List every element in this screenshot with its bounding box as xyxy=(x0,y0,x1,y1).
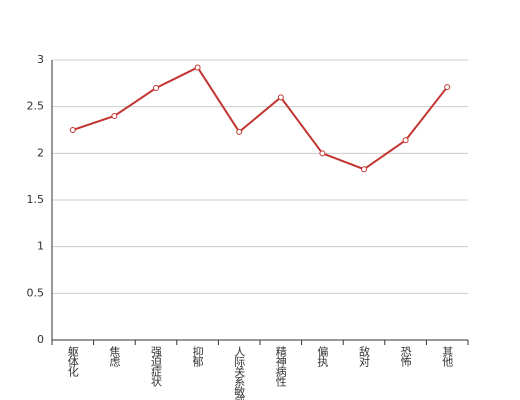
point xyxy=(236,128,243,135)
x-tick-label: 强迫症状 xyxy=(150,346,163,387)
y-tick-label: 1.5 xyxy=(27,193,45,206)
y-tick-label: 2.5 xyxy=(27,100,45,113)
point xyxy=(402,137,409,144)
x-tick-label: 人际关系敏感 xyxy=(233,346,246,400)
y-tick-label: 2 xyxy=(37,146,44,159)
point xyxy=(277,94,284,101)
x-tick-label: 焦虑 xyxy=(108,346,121,367)
x-tick-label: 恐怖 xyxy=(399,346,412,367)
x-tick-label: 偏执 xyxy=(316,345,329,368)
y-tick-label: 0.5 xyxy=(27,286,45,299)
y-tick-label: 0 xyxy=(37,333,44,346)
x-tick-label: 其他 xyxy=(441,346,454,367)
point xyxy=(69,127,76,133)
x-tick-label: 精神病性 xyxy=(274,346,287,388)
point xyxy=(194,64,201,71)
y-tick-label: 1 xyxy=(37,240,44,253)
x-tick-label: 敌对 xyxy=(358,345,371,367)
point xyxy=(319,150,326,157)
x-tick-label: 躯体化 xyxy=(66,346,79,378)
line xyxy=(72,66,448,171)
x-tick-label: 抑郁 xyxy=(191,345,204,367)
point xyxy=(111,113,118,119)
point xyxy=(153,85,159,91)
point xyxy=(361,166,367,173)
point xyxy=(444,84,451,91)
y-tick-label: 3 xyxy=(37,53,44,66)
